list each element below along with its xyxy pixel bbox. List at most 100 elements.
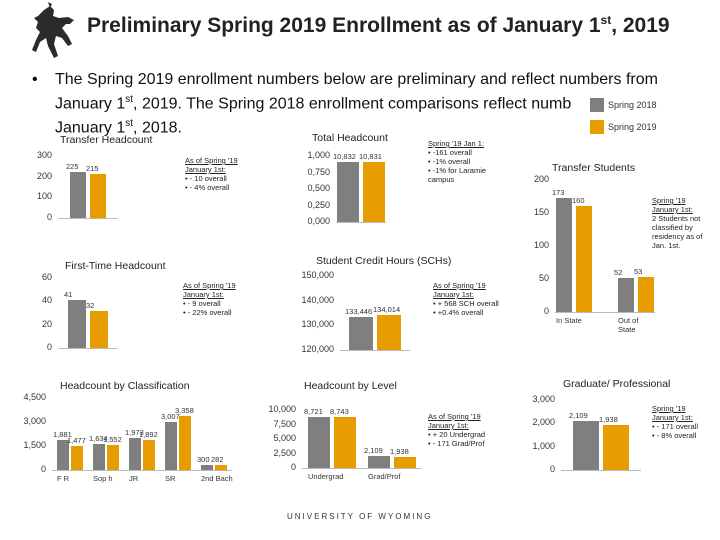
data-label: 160 bbox=[572, 196, 585, 206]
note-heading: As of Spring '19 January 1st: bbox=[428, 412, 481, 430]
x-axis-line bbox=[58, 218, 118, 219]
data-label: 133,446 bbox=[345, 306, 373, 316]
bar-spring-2018 bbox=[201, 465, 213, 470]
bar-spring-2018 bbox=[573, 420, 599, 470]
note-line: 2 Students not classified by residency a… bbox=[652, 214, 703, 250]
note-line: • - 22% overall bbox=[183, 308, 232, 317]
x-axis-line bbox=[302, 468, 422, 469]
bar-spring-2019 bbox=[576, 206, 592, 312]
note-heading: Spring '19 Jan 1: bbox=[428, 139, 485, 148]
data-label: 2,109 bbox=[364, 445, 383, 455]
chart-title: Headcount by Classification bbox=[60, 380, 190, 392]
data-label: 10,832 bbox=[333, 152, 356, 162]
footer-text: UNIVERSITY OF WYOMING bbox=[287, 512, 433, 521]
legend-swatch bbox=[590, 98, 604, 112]
legend-swatch bbox=[590, 120, 604, 134]
y-tick-label: 0,500 bbox=[307, 183, 330, 193]
chart-note: Spring '19 January 1st: • - 171 overall • … bbox=[652, 404, 707, 440]
data-label: 53 bbox=[634, 267, 643, 277]
y-tick-label: 40 bbox=[41, 295, 52, 306]
bar-spring-2019 bbox=[638, 277, 654, 312]
chart-note: Spring '19 January 1st: 2 Students not cl… bbox=[652, 196, 707, 250]
note-line: • +0.4% overall bbox=[433, 308, 484, 317]
note-line: • - 8% overall bbox=[652, 431, 697, 440]
intro-paragraph: The Spring 2019 enrollment numbers below… bbox=[55, 71, 658, 137]
x-category-label: In State bbox=[556, 316, 582, 325]
y-tick-label: 200 bbox=[36, 170, 52, 181]
bar-spring-2019 bbox=[363, 162, 385, 222]
bar-spring-2018 bbox=[165, 421, 177, 470]
y-tick-label: 0,250 bbox=[307, 199, 330, 210]
x-axis-line bbox=[58, 348, 118, 349]
chart-title: Transfer Students bbox=[552, 162, 636, 174]
y-tick-label: 200 bbox=[533, 174, 549, 184]
x-category-label: 2nd Bach bbox=[201, 474, 233, 483]
chart-title: Total Headcount bbox=[312, 132, 388, 144]
data-label: 1,552 bbox=[103, 435, 122, 445]
note-heading: As of Spring '19 January 1st: bbox=[183, 281, 236, 299]
data-label: 10,831 bbox=[359, 152, 382, 162]
bar-spring-2018 bbox=[68, 300, 86, 348]
bar-spring-2019 bbox=[394, 456, 416, 468]
y-tick-label: 300 bbox=[36, 150, 52, 160]
y-tick-label: 0,750 bbox=[307, 166, 330, 177]
y-tick-label: 7,500 bbox=[273, 418, 296, 429]
chart-note: Spring '19 Jan 1: • -161 overall • -1% ove… bbox=[428, 139, 488, 184]
x-axis-line bbox=[336, 222, 386, 223]
data-label: 282 bbox=[211, 455, 224, 465]
y-tick-label: 0 bbox=[46, 212, 52, 222]
bar-spring-2018 bbox=[556, 197, 572, 312]
data-label: 134,014 bbox=[373, 305, 401, 315]
note-line: • -1% overall bbox=[428, 157, 471, 166]
legend-item-spring-2019: Spring 2019 bbox=[590, 118, 700, 136]
x-axis-line bbox=[52, 470, 232, 471]
y-tick-label: 150 bbox=[533, 207, 549, 217]
y-tick-label: 50 bbox=[538, 273, 549, 283]
note-line: • + 568 SCH overall bbox=[433, 299, 499, 308]
x-category-label: Grad/Prof bbox=[368, 472, 401, 481]
x-category-label: F R bbox=[57, 474, 70, 483]
data-label: 173 bbox=[552, 187, 565, 197]
data-label: 1,938 bbox=[599, 414, 618, 424]
x-category-label: Out of State bbox=[618, 316, 639, 334]
bar-spring-2018 bbox=[129, 438, 141, 470]
university-logo bbox=[32, 2, 74, 58]
note-heading: Spring '19 January 1st: bbox=[652, 404, 693, 422]
data-label: 3,007 bbox=[161, 411, 180, 421]
data-label: 52 bbox=[614, 267, 623, 277]
series-legend: Spring 2018 Spring 2019 bbox=[590, 96, 700, 140]
chart-note: As of Spring '19 January 1st: • + 568 SCH… bbox=[433, 281, 503, 317]
y-tick-label: 100 bbox=[533, 240, 549, 250]
y-tick-label: 0 bbox=[290, 462, 296, 472]
y-tick-label: 150,000 bbox=[301, 270, 334, 280]
bar-spring-2019 bbox=[71, 446, 83, 470]
note-heading: As of Spring '19 January 1st: bbox=[433, 281, 486, 299]
x-category-label: SR bbox=[165, 474, 176, 483]
y-tick-label: 5,000 bbox=[273, 433, 296, 443]
data-label: 300 bbox=[197, 455, 210, 465]
bar-spring-2019 bbox=[334, 417, 356, 468]
note-line: • - 4% overall bbox=[185, 183, 230, 192]
bar-spring-2019 bbox=[107, 445, 119, 470]
note-line: • -1% for Laramie campus bbox=[428, 166, 487, 184]
legend-item-spring-2018: Spring 2018 bbox=[590, 96, 700, 114]
bar-spring-2018 bbox=[57, 439, 69, 470]
data-label: 215 bbox=[86, 163, 99, 173]
chart-title: Graduate/ Professional bbox=[563, 378, 671, 390]
y-tick-label: 0 bbox=[549, 464, 555, 474]
data-label: 1,477 bbox=[67, 436, 86, 446]
bar-spring-2018 bbox=[368, 455, 390, 468]
page-title: Preliminary Spring 2019 Enrollment as of… bbox=[87, 13, 670, 37]
y-tick-label: 1,000 bbox=[532, 440, 555, 451]
y-tick-label: 100 bbox=[36, 191, 52, 202]
chart-title: Student Credit Hours (SCHs) bbox=[316, 255, 452, 267]
y-tick-label: 3,000 bbox=[23, 416, 46, 426]
data-label: 2,109 bbox=[569, 410, 588, 420]
y-tick-label: 3,000 bbox=[532, 394, 555, 404]
x-axis-line bbox=[555, 312, 655, 313]
x-category-label: Sop h bbox=[93, 474, 113, 483]
x-axis-line bbox=[340, 350, 410, 351]
chart-title: Headcount by Level bbox=[304, 380, 397, 392]
bar-spring-2018 bbox=[618, 277, 634, 312]
chart-title: Transfer Headcount bbox=[60, 134, 153, 146]
